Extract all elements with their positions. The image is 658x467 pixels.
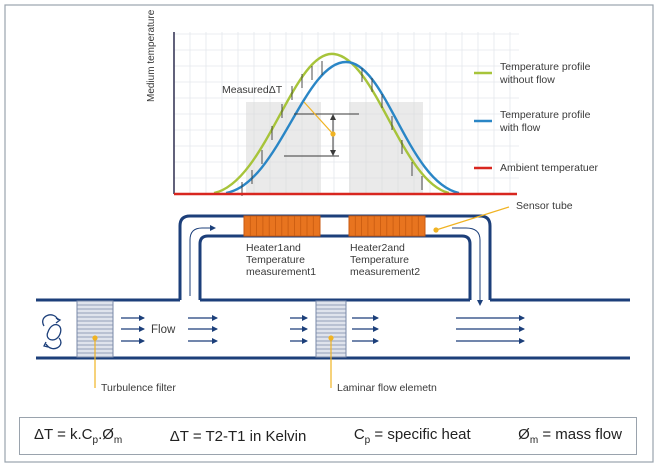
delta-arrow-head-bottom [330, 150, 336, 156]
heater2-label-line2: Temperature [350, 254, 409, 266]
formula-phi-sub: m [529, 435, 539, 446]
sensor-tube-leader [435, 206, 510, 231]
heater-2 [348, 215, 426, 237]
formula-delta-t-sub-m: m [113, 435, 123, 446]
formula-specific-heat: Cp = specific heat [354, 426, 471, 446]
curve-with-flow [225, 60, 460, 195]
formula-bar: ΔT = k.Cp.Øm ΔT = T2-T1 in Kelvin Cp = s… [19, 417, 637, 455]
formula-delta-t: ΔT = k.Cp.Øm [34, 426, 122, 446]
formula-delta-definition: ΔT = T2-T1 in Kelvin [169, 427, 307, 445]
sensor-tube-inner [198, 234, 472, 300]
sensor-tube-label: Sensor tube [516, 200, 573, 212]
flow-label: Flow [151, 324, 176, 336]
turbulence-filter-label: Turbulence filter [101, 382, 176, 394]
chart-grid [174, 32, 519, 194]
formula-phi-symbol: Ø [518, 426, 530, 443]
measured-leader-dot [330, 131, 336, 137]
turbulence-swirl-icon [42, 314, 62, 350]
laminar-leader-dot [328, 335, 334, 341]
legend-with-flow-line2: with flow [500, 122, 541, 134]
tube-flow-arrow-down [452, 227, 481, 304]
legend-ambient-label: Ambient temperatuer [500, 162, 599, 174]
heater1-shade [246, 102, 321, 194]
outer-border [4, 4, 654, 463]
tube-flow-arrow-up-head [210, 225, 216, 231]
formula-mass-flow: Øm = mass flow [518, 426, 622, 446]
heater1-label-line1: Heater1and [246, 242, 301, 254]
delta-arrow-head-top [330, 114, 336, 120]
sensor-tube-outer [178, 214, 492, 300]
legend-without-flow-line2: without flow [500, 74, 555, 86]
heater1-label-line3: measurement1 [246, 266, 317, 278]
formula-delta-t-phi: .Ø [98, 426, 114, 443]
turbulence-filter-leader-dot [92, 335, 98, 341]
formula-cp-sub: p [364, 435, 371, 446]
laminar-flow-label: Laminar flow elemetn [337, 382, 437, 394]
heater2-label-line1: Heater2and [350, 242, 405, 254]
curve-without-flow [213, 52, 450, 195]
main-flow-arrows [121, 315, 525, 344]
measured-leader [303, 101, 334, 135]
formula-delta-t-sub-p: p [92, 435, 99, 446]
tube-flow-arrow-down-head [477, 300, 483, 306]
legend-without-flow-line1: Temperature profile [500, 61, 591, 73]
y-axis-label: Medium temperature [146, 9, 157, 102]
heater1-label-line2: Temperature [246, 254, 305, 266]
formula-delta-t-main: ΔT = k.C [34, 426, 93, 443]
formula-cp-text: = specific heat [370, 426, 471, 443]
sensor-tube-leader-dot [433, 227, 439, 233]
flow-sensor-diagram [4, 4, 654, 463]
heater-1 [243, 215, 321, 237]
formula-cp-symbol: C [353, 426, 365, 443]
legend-with-flow-line1: Temperature profile [500, 109, 591, 121]
diagram-frame: Medium temperature MeasuredΔT Temperatur… [4, 4, 654, 463]
heater2-shade [349, 102, 423, 194]
formula-phi-text: = mass flow [538, 426, 622, 443]
heater2-label-line3: measurement2 [350, 266, 421, 278]
tube-flow-arrow-up [189, 227, 214, 296]
measured-delta-label: MeasuredΔT [222, 84, 283, 96]
